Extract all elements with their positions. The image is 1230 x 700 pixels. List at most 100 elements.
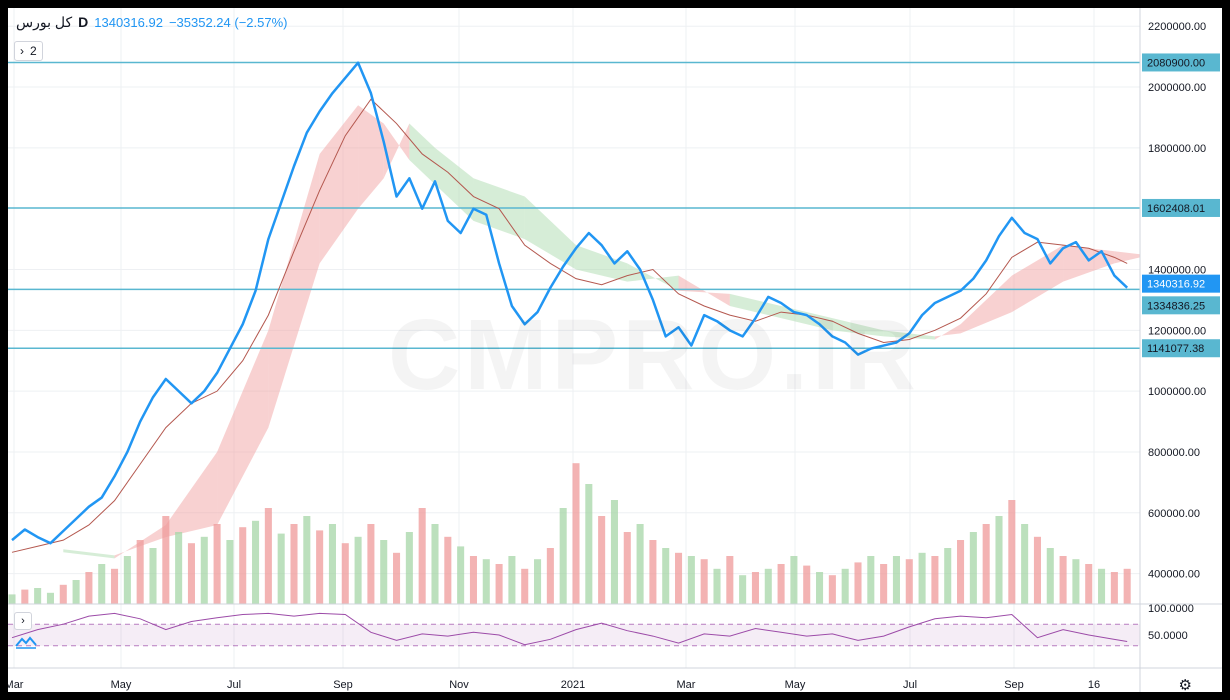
rsi-collapse-button[interactable]: › — [14, 612, 32, 630]
volume-bar — [1059, 556, 1067, 604]
current-price-tag — [1142, 274, 1220, 293]
volume-bars — [8, 463, 1131, 604]
volume-bar — [187, 543, 195, 604]
volume-bar — [149, 548, 157, 604]
volume-bar — [264, 508, 272, 604]
volume-bar — [72, 580, 80, 604]
volume-bar — [905, 559, 913, 604]
cloud-segment — [319, 105, 359, 264]
volume-bar — [303, 516, 311, 604]
volume-bar — [751, 572, 759, 604]
wave-icon — [15, 636, 37, 649]
price-value: 1340316.92 — [94, 15, 163, 30]
chevron-right-icon: › — [21, 615, 25, 627]
price-tick-label: 1400000.00 — [1148, 265, 1206, 277]
cloud-segment — [217, 330, 269, 525]
volume-bar — [431, 524, 439, 604]
volume-bar — [85, 572, 93, 604]
cloud-segment — [934, 324, 961, 340]
cloud-segment — [435, 147, 474, 221]
volume-bar — [546, 548, 554, 604]
symbol-name[interactable]: کل بورس — [16, 14, 73, 30]
level-price-tag — [1142, 198, 1220, 217]
price-tick-label: 400000.00 — [1148, 569, 1200, 581]
volume-bar — [572, 463, 580, 604]
cloud-segment — [832, 318, 884, 337]
volume-bar — [290, 524, 298, 604]
volume-bar — [944, 548, 952, 604]
volume-bar — [1008, 500, 1016, 604]
volume-bar — [46, 592, 54, 604]
volume-bar — [200, 536, 208, 604]
indicators-toggle-button[interactable]: › 2 — [14, 41, 43, 61]
cloud-segment — [383, 123, 410, 179]
volume-bar — [34, 588, 42, 604]
volume-bar — [444, 536, 452, 604]
volume-bar — [1021, 524, 1029, 604]
cloud-segment — [358, 105, 384, 209]
ma-line — [11, 98, 1128, 553]
volume-bar — [687, 556, 695, 604]
cloud-segment — [524, 196, 576, 270]
volume-bar — [123, 556, 131, 604]
rsi-line — [11, 612, 1128, 646]
volume-bar — [175, 532, 183, 604]
cloud-segment — [1011, 245, 1064, 313]
price-change: −35352.24 (−2.57%) — [168, 15, 288, 30]
volume-bar — [482, 559, 490, 604]
volume-bar — [803, 565, 811, 604]
volume-bar — [675, 552, 683, 604]
volume-bar — [739, 575, 747, 604]
rsi-indicator-button[interactable] — [14, 632, 38, 652]
volume-bar — [534, 559, 542, 604]
chart-frame: 2200000.00 2000000.00 1800000.00 1400000.00… — [8, 8, 1222, 692]
volume-bar — [726, 556, 734, 604]
rsi-tick-label: 50.0000 — [1148, 630, 1188, 642]
volume-bar — [111, 568, 119, 604]
cloud-segment — [678, 275, 730, 306]
volume-bar — [21, 589, 29, 604]
volume-bar — [252, 520, 260, 604]
volume-bar — [662, 548, 670, 604]
volume-bar — [828, 575, 836, 604]
volume-bar — [367, 524, 375, 604]
volume-bar — [1098, 568, 1106, 604]
volume-bar — [457, 546, 465, 604]
volume-bar — [521, 568, 529, 604]
volume-bar — [1123, 568, 1131, 604]
volume-bar — [610, 500, 618, 604]
volume-bar — [508, 556, 516, 604]
volume-bar — [1072, 559, 1080, 604]
volume-bar — [8, 594, 16, 604]
volume-bar — [777, 564, 785, 604]
indicators-count: 2 — [30, 44, 37, 58]
moving-average — [11, 98, 1128, 553]
chart-canvas[interactable]: 2200000.00 2000000.00 1800000.00 1400000.00… — [8, 8, 1222, 692]
interval-label[interactable]: D — [78, 14, 89, 30]
price-tick-label: 2000000.00 — [1148, 82, 1206, 94]
axes: 2200000.00 2000000.00 1800000.00 1400000.00… — [8, 8, 1222, 692]
volume-bar — [239, 527, 247, 604]
time-tick-label: Jul — [903, 679, 917, 691]
horizontal-lines[interactable] — [8, 61, 1140, 349]
volume-bar — [59, 584, 67, 604]
level-price-label: 1141077.38 — [1147, 343, 1204, 355]
price-tick-label: 600000.00 — [1148, 508, 1200, 520]
volume-bar — [226, 540, 234, 604]
rsi-tick-label: 100.0000 — [1148, 603, 1194, 615]
volume-bar — [1033, 536, 1041, 604]
time-tick-label: May — [111, 679, 132, 691]
volume-bar — [841, 568, 849, 604]
time-tick-label: Sep — [1004, 679, 1024, 691]
volume-bar — [354, 536, 362, 604]
ichimoku-cloud — [63, 105, 1140, 559]
volume-bar — [598, 516, 606, 604]
time-tick-label: Mar — [677, 679, 696, 691]
volume-bar — [636, 524, 644, 604]
volume-bar — [559, 508, 567, 604]
time-tick-label: May — [785, 679, 806, 691]
volume-bar — [969, 532, 977, 604]
volume-bar — [649, 540, 657, 604]
settings-gear-icon[interactable]: ⚙ — [1178, 677, 1192, 692]
price-tick-label: 1800000.00 — [1148, 143, 1206, 155]
